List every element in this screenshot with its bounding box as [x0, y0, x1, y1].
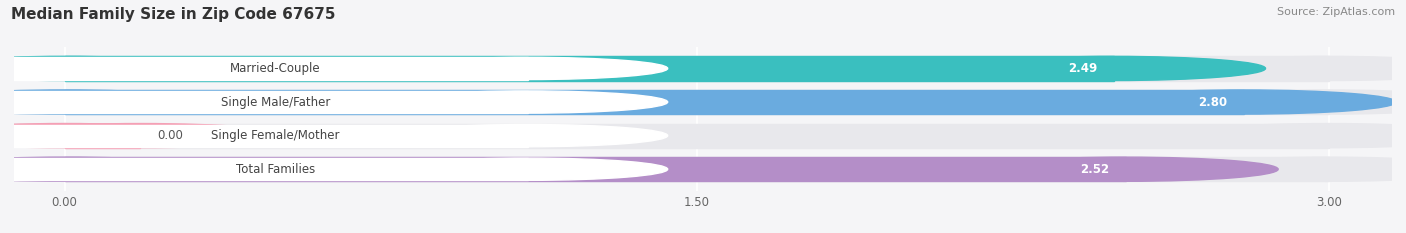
Circle shape: [0, 56, 217, 81]
Circle shape: [1092, 90, 1396, 114]
Circle shape: [0, 124, 52, 147]
Circle shape: [388, 124, 668, 147]
Bar: [65, 123, 141, 148]
Circle shape: [0, 123, 217, 148]
Text: Single Female/Mother: Single Female/Mother: [211, 129, 340, 142]
Text: 2.52: 2.52: [1080, 163, 1109, 176]
Circle shape: [0, 123, 292, 148]
Bar: [65, 90, 1244, 114]
Circle shape: [1177, 123, 1406, 148]
Circle shape: [1177, 157, 1406, 181]
Bar: [0, 158, 529, 180]
Bar: [65, 56, 1329, 81]
Circle shape: [388, 91, 668, 113]
Text: 0.00: 0.00: [157, 129, 183, 142]
Bar: [65, 90, 1329, 114]
Circle shape: [0, 157, 217, 181]
Circle shape: [0, 91, 52, 113]
Bar: [65, 123, 1329, 148]
Text: 2.80: 2.80: [1198, 96, 1227, 109]
Text: Median Family Size in Zip Code 67675: Median Family Size in Zip Code 67675: [11, 7, 336, 22]
Text: Single Male/Father: Single Male/Father: [221, 96, 330, 109]
Bar: [0, 91, 529, 113]
Bar: [65, 56, 1114, 81]
Bar: [65, 157, 1126, 181]
Circle shape: [0, 90, 217, 114]
Text: Source: ZipAtlas.com: Source: ZipAtlas.com: [1277, 7, 1395, 17]
Bar: [65, 157, 1329, 181]
Circle shape: [0, 123, 217, 148]
Text: 2.49: 2.49: [1067, 62, 1097, 75]
Circle shape: [974, 157, 1278, 181]
Circle shape: [0, 90, 217, 114]
Circle shape: [962, 56, 1265, 81]
Text: Total Families: Total Families: [236, 163, 315, 176]
Circle shape: [0, 157, 217, 181]
Text: Married-Couple: Married-Couple: [231, 62, 321, 75]
Circle shape: [0, 56, 217, 81]
Circle shape: [1177, 56, 1406, 81]
Circle shape: [388, 57, 668, 79]
Circle shape: [1177, 90, 1406, 114]
Circle shape: [0, 57, 52, 79]
Circle shape: [0, 158, 52, 180]
Bar: [0, 57, 529, 79]
Bar: [0, 124, 529, 147]
Circle shape: [388, 158, 668, 180]
